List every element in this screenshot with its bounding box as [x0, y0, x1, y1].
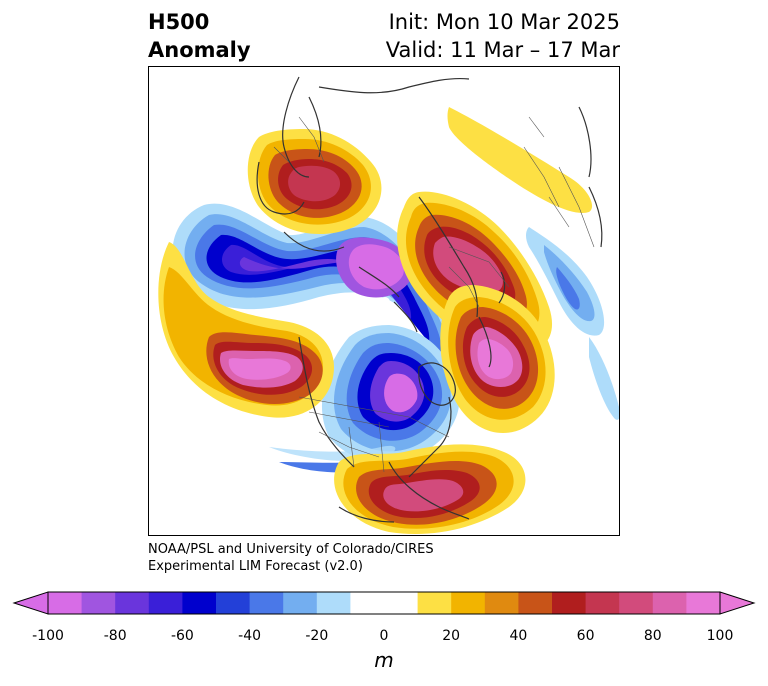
colorbar-cell — [350, 592, 385, 614]
negative-anomaly-central-asia — [526, 227, 619, 420]
colorbar-cell — [451, 592, 486, 614]
colorbar-cell — [552, 592, 587, 614]
north-pole-marker — [380, 297, 390, 307]
colorbar-cell — [115, 592, 150, 614]
negative-anomaly-alaska — [172, 203, 472, 392]
credit-line-2: Experimental LIM Forecast (v2.0) — [148, 559, 363, 574]
political-borders — [273, 116, 595, 473]
colorbar-cell — [686, 592, 721, 614]
colorbar-cell — [518, 592, 553, 614]
colorbar-cell — [148, 592, 183, 614]
colorbar-right-arrow — [719, 591, 756, 615]
anomaly-map-svg — [158, 76, 619, 535]
colorbar-cell — [48, 592, 83, 614]
title-right: Init: Mon 10 Mar 2025 Valid: 11 Mar – 17… — [386, 8, 620, 64]
coastlines — [256, 76, 603, 523]
colorbar-cell — [283, 592, 318, 614]
title-left: H500 Anomaly — [148, 8, 251, 64]
credit-text: NOAA/PSL and University of Colorado/CIRE… — [148, 541, 434, 575]
colorbar-cell — [216, 592, 251, 614]
colorbar — [12, 591, 756, 615]
credit-line-1: NOAA/PSL and University of Colorado/CIRE… — [148, 542, 434, 557]
colorbar-cell — [316, 592, 351, 614]
init-date: Init: Mon 10 Mar 2025 — [388, 10, 620, 34]
colorbar-cell — [652, 592, 687, 614]
colorbar-tick-label: 60 — [576, 628, 595, 644]
colorbar-tick-label: -60 — [170, 628, 194, 644]
valid-range: Valid: 11 Mar – 17 Mar — [385, 38, 620, 62]
colorbar-tick-label: -100 — [32, 628, 64, 644]
colorbar-cell — [81, 592, 116, 614]
positive-anomaly-east-asia — [397, 191, 553, 353]
title-variable: H500 — [148, 10, 210, 34]
colorbar-tick-label: 20 — [442, 628, 461, 644]
colorbar-tick-label: 80 — [643, 628, 662, 644]
colorbar-cell — [417, 592, 452, 614]
colorbar-cell — [484, 592, 519, 614]
title-quantity: Anomaly — [148, 38, 251, 62]
colorbar-ticks: -100 -80 -60 -40 -20 0 20 40 60 80 100 — [0, 628, 768, 648]
colorbar-tick-label: 40 — [509, 628, 528, 644]
colorbar-tick-label: 0 — [379, 628, 389, 644]
colorbar-tick-label: -80 — [103, 628, 127, 644]
colorbar-tick-label: -40 — [238, 628, 262, 644]
positive-anomaly-north-pacific — [158, 242, 334, 418]
colorbar-unit: m — [374, 648, 394, 672]
colorbar-cells — [47, 591, 721, 615]
positive-anomaly-west-atlantic — [334, 444, 526, 535]
colorbar-tick-label: 100 — [706, 628, 734, 644]
colorbar-left-arrow — [12, 591, 49, 615]
colorbar-tick-label: -20 — [305, 628, 329, 644]
colorbar-cell — [585, 592, 620, 614]
colorbar-cell — [249, 592, 284, 614]
colorbar-cell — [182, 592, 217, 614]
positive-anomaly-west-pacific — [440, 285, 555, 434]
colorbar-cell — [384, 592, 419, 614]
positive-anomaly-east-russia — [447, 107, 593, 213]
positive-anomaly-west-europe — [247, 129, 382, 235]
anomaly-map — [148, 66, 620, 536]
colorbar-cell — [619, 592, 654, 614]
